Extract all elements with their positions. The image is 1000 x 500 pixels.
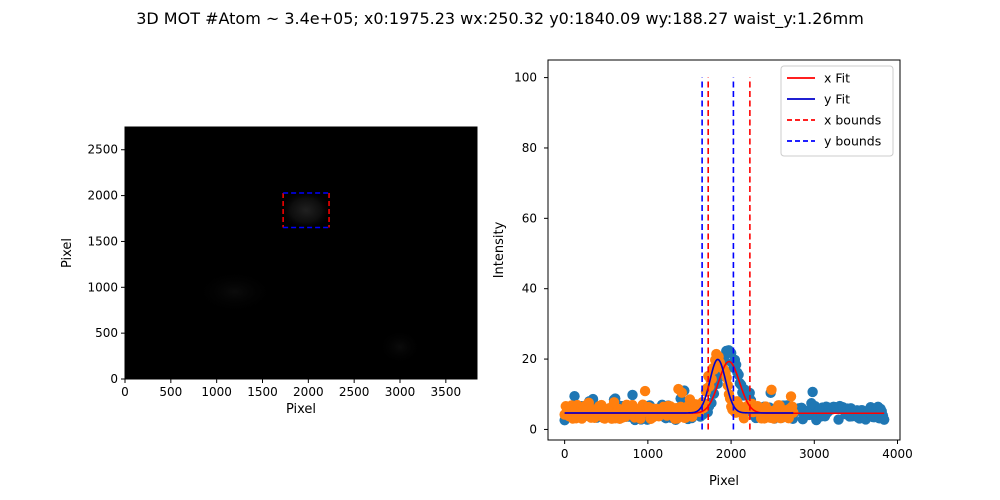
x-tick-label: 1000 — [201, 385, 232, 399]
data-point — [676, 387, 688, 398]
x-tick-label: 3000 — [385, 385, 416, 399]
x-tick-label: 2000 — [293, 385, 324, 399]
data-point — [766, 384, 777, 396]
y-tick-label: 20 — [522, 352, 537, 366]
profile-x-label: Pixel — [709, 474, 739, 489]
y-tick-label: 40 — [522, 282, 537, 296]
background-glow — [378, 328, 422, 365]
data-point — [639, 385, 651, 397]
legend-label: x Fit — [824, 71, 850, 86]
y-tick-label: 500 — [95, 326, 118, 340]
background-glow — [195, 269, 275, 314]
profile-x-axis: 0 1000 2000 3000 4000 — [561, 440, 913, 461]
y-tick-label: 1000 — [87, 280, 118, 294]
profile-y-label: Intensity — [492, 221, 507, 278]
y-tick-label: 60 — [522, 211, 537, 225]
y-tick-label: 0 — [529, 422, 537, 436]
figure-title: 3D MOT #Atom ~ 3.4e+05; x0:1975.23 wx:25… — [136, 9, 864, 29]
data-point — [722, 380, 734, 391]
image-panel: 0 500 1000 1500 2000 2500 3000 3500 0 500 1000 150… — [60, 126, 478, 417]
profile-y-axis: 0 20 40 60 80 100 — [514, 71, 548, 436]
y-tick-label: 100 — [514, 71, 537, 85]
atom-cloud — [280, 190, 333, 231]
x-tick-label: 0 — [121, 385, 129, 399]
legend-label: x bounds — [824, 113, 881, 128]
image-y-label: Pixel — [60, 238, 75, 268]
data-point — [878, 414, 890, 425]
y-tick-label: 1500 — [87, 234, 118, 248]
x-tick-label: 2500 — [339, 385, 370, 399]
legend-box — [780, 65, 894, 157]
data-point — [807, 386, 818, 398]
data-point — [569, 390, 580, 402]
image-x-label: Pixel — [286, 402, 316, 417]
data-point — [738, 413, 750, 424]
y-tick-label: 0 — [110, 372, 118, 386]
image-frame — [124, 126, 478, 380]
fit-line — [564, 358, 794, 414]
legend-label: y bounds — [824, 134, 881, 149]
legend: x Fit y Fit x bounds y bounds — [780, 65, 894, 157]
bounds-box — [282, 192, 330, 229]
data-point — [833, 414, 844, 425]
y-tick-label: 80 — [522, 141, 537, 155]
camera-image — [125, 127, 477, 379]
x-tick-label: 2000 — [716, 447, 747, 461]
x-tick-label: 1500 — [247, 385, 278, 399]
x-tick-label: 500 — [159, 385, 182, 399]
legend-label: y Fit — [824, 92, 850, 107]
x-tick-label: 3000 — [799, 447, 830, 461]
x-tick-label: 0 — [561, 447, 569, 461]
profile-frame — [547, 59, 901, 441]
x-tick-label: 3500 — [431, 385, 462, 399]
data-point — [627, 389, 638, 401]
y-tick-label: 2000 — [87, 189, 118, 203]
data-point — [785, 391, 797, 402]
x-tick-label: 1000 — [633, 447, 664, 461]
profile-panel: 0 1000 2000 3000 4000 0 20 40 60 80 100 Pixel Int… — [492, 59, 913, 489]
image-x-axis: 0 500 1000 1500 2000 2500 3000 3500 — [121, 379, 461, 399]
y-tick-label: 2500 — [87, 143, 118, 157]
x-tick-label: 4000 — [882, 447, 913, 461]
image-y-axis: 0 500 1000 1500 2000 2500 — [87, 143, 125, 386]
